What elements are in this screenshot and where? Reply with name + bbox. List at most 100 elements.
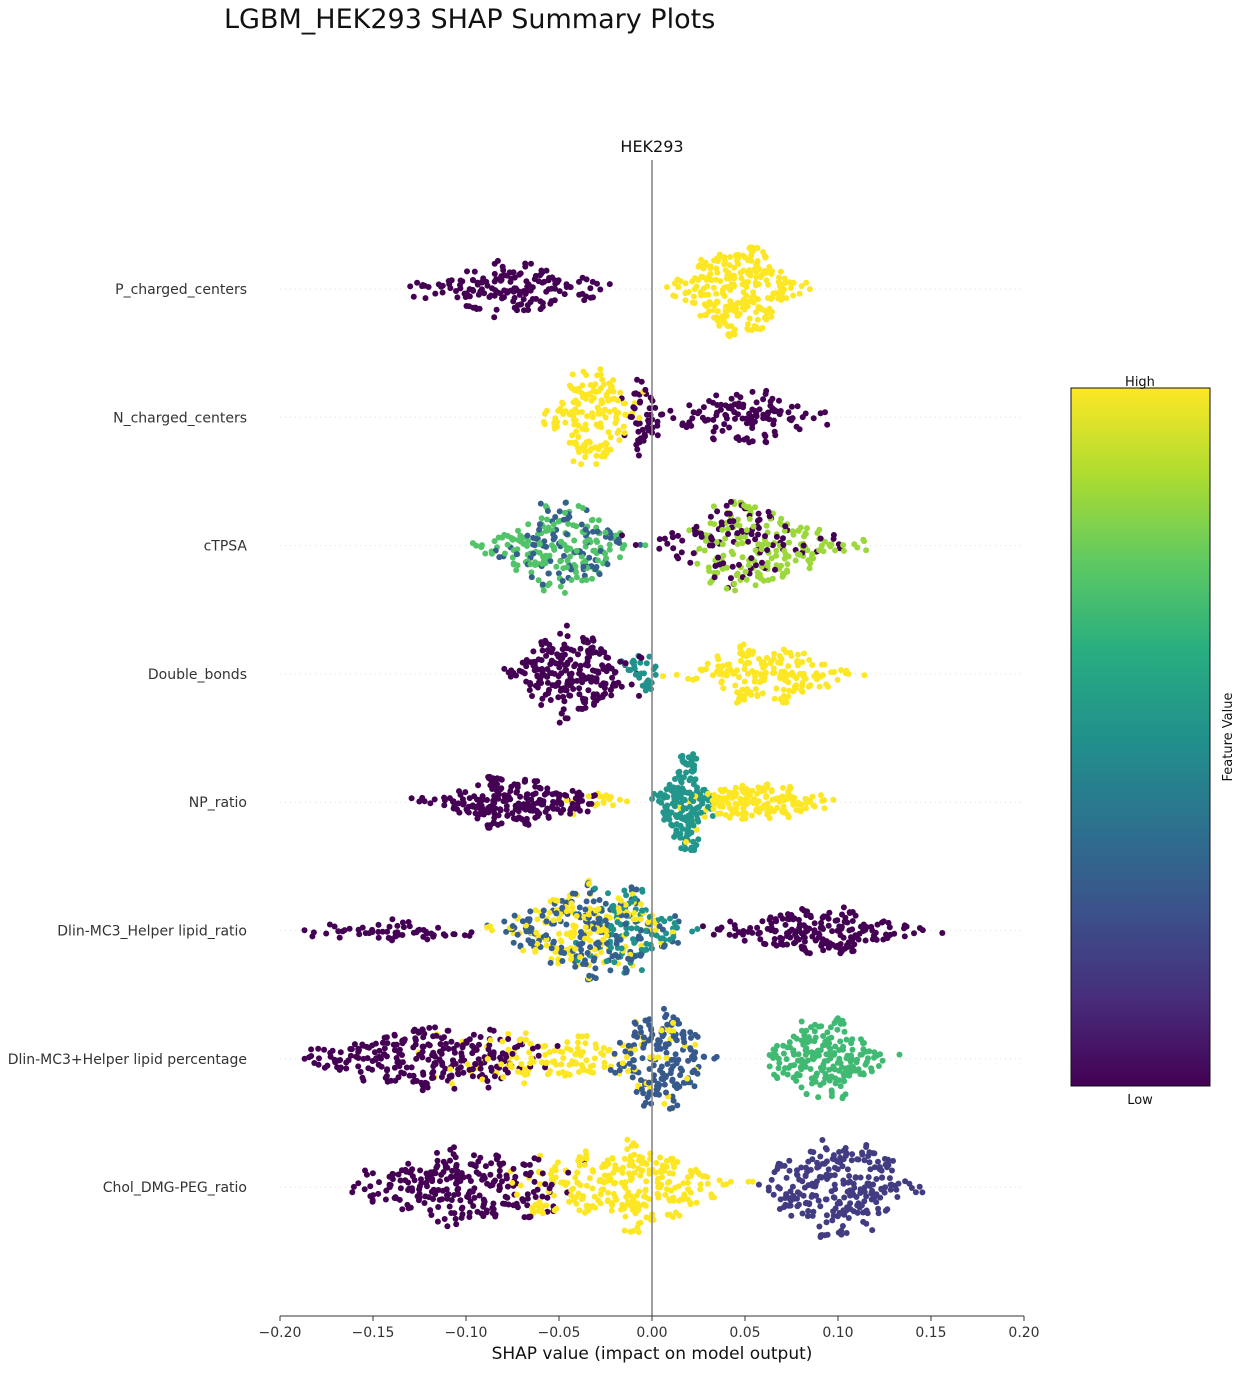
shap-point: [663, 786, 670, 793]
shap-point: [453, 1180, 460, 1187]
shap-point: [603, 932, 610, 939]
shap-point: [865, 1180, 872, 1187]
shap-point: [728, 405, 735, 412]
shap-point: [863, 547, 870, 554]
shap-point: [806, 286, 813, 293]
shap-point: [458, 1205, 465, 1212]
shap-point: [765, 281, 772, 288]
shap-point: [808, 1193, 815, 1200]
shap-point: [779, 935, 786, 942]
shap-point: [546, 1185, 553, 1192]
shap-point: [475, 1056, 482, 1063]
shap-point: [621, 1155, 628, 1162]
shap-point: [379, 1039, 386, 1046]
shap-point: [441, 797, 448, 804]
shap-point: [680, 1032, 687, 1038]
shap-point: [509, 923, 516, 929]
shap-point: [839, 1223, 846, 1229]
shap-point: [421, 1030, 428, 1037]
shap-point: [522, 263, 529, 270]
shap-point: [356, 931, 363, 938]
shap-point: [707, 265, 714, 272]
shap-point: [779, 573, 786, 580]
shap-point: [606, 914, 613, 921]
shap-point: [626, 1170, 633, 1177]
shap-point: [561, 950, 568, 956]
shap-point: [753, 309, 760, 315]
shap-point: [615, 536, 622, 543]
shap-point: [773, 547, 780, 554]
shap-point: [776, 397, 782, 404]
shap-point: [681, 796, 688, 803]
shap-point: [420, 1071, 427, 1078]
shap-point: [533, 1202, 539, 1209]
shap-point: [524, 543, 530, 549]
shap-point: [817, 792, 824, 799]
shap-point: [601, 649, 608, 656]
shap-point: [558, 1061, 565, 1068]
shap-point: [360, 1055, 367, 1062]
shap-point: [830, 1152, 837, 1159]
shap-point: [620, 423, 627, 430]
shap-point: [669, 534, 676, 541]
shap-point: [600, 799, 607, 805]
shap-point: [669, 1077, 676, 1084]
shap-point: [824, 1029, 831, 1036]
shap-point: [557, 630, 564, 637]
shap-point: [572, 963, 579, 970]
shap-point: [414, 1193, 421, 1200]
shap-point: [759, 541, 766, 548]
shap-point: [595, 915, 602, 922]
shap-point: [879, 1057, 886, 1064]
shap-point: [834, 1200, 841, 1207]
shap-point: [836, 1210, 843, 1217]
shap-point: [689, 806, 696, 813]
shap-point: [529, 1045, 536, 1052]
shap-point: [820, 947, 827, 954]
shap-point: [522, 819, 529, 826]
shap-point: [532, 946, 539, 953]
shap-point: [583, 276, 590, 283]
shap-point: [646, 1091, 653, 1098]
shap-point: [804, 927, 811, 934]
shap-point: [781, 275, 788, 282]
shap-point: [824, 1171, 830, 1178]
shap-point: [771, 1071, 778, 1078]
shap-point: [472, 304, 479, 311]
shap-point: [854, 1056, 861, 1063]
shap-point: [509, 1050, 516, 1057]
shap-point: [799, 414, 806, 421]
figure-suptitle: LGBM_HEK293 SHAP Summary Plots: [224, 4, 716, 35]
shap-point: [682, 814, 689, 821]
shap-point: [484, 797, 490, 803]
shap-point: [570, 458, 577, 465]
shap-point: [476, 1192, 483, 1199]
shap-point: [403, 1064, 410, 1071]
shap-point: [501, 294, 507, 301]
shap-point: [588, 800, 595, 807]
shap-point: [638, 1160, 645, 1167]
shap-point: [772, 795, 779, 802]
shap-point: [784, 933, 791, 939]
shap-point: [454, 294, 461, 301]
shap-point: [836, 1077, 843, 1084]
shap-point: [448, 277, 455, 284]
shap-point: [837, 1038, 844, 1045]
shap-point: [834, 1026, 841, 1033]
shap-point: [642, 1187, 649, 1194]
shap-point: [488, 927, 495, 934]
shap-point: [789, 669, 796, 676]
shap-point: [583, 577, 590, 583]
shap-point: [815, 1197, 822, 1204]
shap-point: [612, 1069, 619, 1076]
shap-point: [355, 1063, 362, 1070]
shap-point: [671, 920, 678, 927]
shap-point: [552, 1163, 559, 1170]
feature-points-1: [540, 366, 831, 468]
shap-point: [884, 1206, 891, 1213]
shap-point: [504, 288, 510, 295]
shap-point: [840, 1043, 847, 1050]
shap-point: [604, 664, 611, 670]
shap-point: [773, 533, 780, 540]
shap-point: [742, 796, 749, 803]
